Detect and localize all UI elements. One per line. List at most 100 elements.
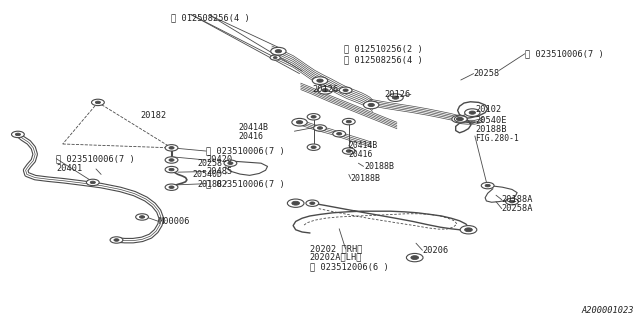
Circle shape bbox=[469, 111, 476, 114]
Circle shape bbox=[136, 214, 148, 220]
Text: M00006: M00006 bbox=[159, 217, 190, 226]
Circle shape bbox=[310, 202, 315, 204]
Circle shape bbox=[465, 228, 472, 232]
Circle shape bbox=[460, 226, 477, 234]
Circle shape bbox=[388, 94, 403, 101]
Circle shape bbox=[12, 131, 24, 138]
Circle shape bbox=[307, 144, 320, 150]
Circle shape bbox=[411, 256, 419, 260]
Circle shape bbox=[481, 182, 494, 189]
Circle shape bbox=[458, 118, 463, 120]
Circle shape bbox=[465, 109, 480, 116]
Circle shape bbox=[228, 162, 233, 164]
Text: Ⓝ 023512006(6 ): Ⓝ 023512006(6 ) bbox=[310, 262, 388, 271]
Text: 20414B: 20414B bbox=[238, 124, 268, 132]
Circle shape bbox=[114, 239, 119, 241]
Circle shape bbox=[406, 253, 423, 262]
Text: Ⓝ 023510006(7 ): Ⓝ 023510006(7 ) bbox=[206, 146, 285, 155]
Circle shape bbox=[322, 89, 328, 92]
Text: 20258: 20258 bbox=[198, 159, 223, 168]
Circle shape bbox=[314, 125, 326, 131]
Text: A200001023: A200001023 bbox=[581, 306, 634, 315]
Circle shape bbox=[346, 150, 351, 152]
Text: 20188B: 20188B bbox=[365, 162, 395, 171]
Text: 20202 〈RH〉: 20202 〈RH〉 bbox=[310, 244, 362, 253]
Text: 20188B: 20188B bbox=[475, 125, 506, 134]
Circle shape bbox=[456, 117, 463, 121]
Text: 20188: 20188 bbox=[198, 180, 223, 189]
Text: Ⓑ 012510256(2 ): Ⓑ 012510256(2 ) bbox=[344, 44, 423, 53]
Circle shape bbox=[312, 77, 328, 84]
Text: FIG.280-1: FIG.280-1 bbox=[475, 134, 519, 143]
Text: Ⓑ 012508256(4 ): Ⓑ 012508256(4 ) bbox=[170, 13, 250, 22]
Circle shape bbox=[364, 101, 379, 109]
Circle shape bbox=[165, 157, 178, 163]
Text: 20416: 20416 bbox=[349, 150, 373, 159]
Text: 20206: 20206 bbox=[422, 246, 449, 255]
Text: 20188A: 20188A bbox=[502, 195, 533, 204]
Circle shape bbox=[317, 127, 323, 129]
Text: 20102: 20102 bbox=[475, 105, 501, 114]
Text: 20202A〈LH〉: 20202A〈LH〉 bbox=[310, 253, 362, 262]
Circle shape bbox=[339, 87, 352, 93]
Circle shape bbox=[90, 181, 95, 184]
Polygon shape bbox=[485, 186, 517, 202]
Circle shape bbox=[271, 47, 286, 55]
Polygon shape bbox=[456, 102, 488, 133]
Text: 20126: 20126 bbox=[384, 90, 410, 99]
Text: 20258: 20258 bbox=[474, 69, 500, 78]
Circle shape bbox=[296, 121, 303, 124]
Circle shape bbox=[169, 186, 174, 188]
Circle shape bbox=[169, 168, 174, 171]
Circle shape bbox=[169, 147, 174, 149]
Circle shape bbox=[506, 198, 518, 205]
Circle shape bbox=[509, 200, 515, 203]
Circle shape bbox=[15, 133, 20, 136]
Text: 20126: 20126 bbox=[312, 85, 339, 94]
Circle shape bbox=[165, 166, 178, 173]
Circle shape bbox=[306, 200, 319, 206]
Text: 20182: 20182 bbox=[141, 111, 167, 120]
Polygon shape bbox=[225, 161, 268, 175]
Text: 20540D: 20540D bbox=[193, 170, 223, 179]
Circle shape bbox=[275, 50, 282, 53]
Circle shape bbox=[224, 160, 237, 166]
Polygon shape bbox=[293, 203, 468, 233]
Text: 20188B: 20188B bbox=[351, 174, 381, 183]
Circle shape bbox=[165, 184, 178, 190]
Circle shape bbox=[273, 57, 277, 59]
Text: Ⓝ 023510006(7 ): Ⓝ 023510006(7 ) bbox=[525, 49, 604, 58]
Circle shape bbox=[346, 120, 351, 123]
Circle shape bbox=[343, 89, 348, 92]
Text: Ⓑ 012508256(4 ): Ⓑ 012508256(4 ) bbox=[344, 56, 423, 65]
Circle shape bbox=[452, 115, 467, 123]
Circle shape bbox=[333, 131, 346, 137]
Circle shape bbox=[165, 145, 178, 151]
Text: 20258A: 20258A bbox=[502, 204, 533, 213]
Circle shape bbox=[485, 184, 490, 187]
Text: 20485: 20485 bbox=[206, 167, 232, 176]
Circle shape bbox=[292, 201, 300, 205]
Circle shape bbox=[292, 118, 307, 126]
Text: 20401: 20401 bbox=[56, 164, 83, 173]
Circle shape bbox=[287, 199, 304, 207]
Circle shape bbox=[392, 96, 399, 99]
Circle shape bbox=[140, 216, 145, 218]
Circle shape bbox=[92, 99, 104, 106]
Circle shape bbox=[337, 132, 342, 135]
Circle shape bbox=[307, 114, 320, 120]
Circle shape bbox=[342, 118, 355, 125]
Text: 20540E: 20540E bbox=[475, 116, 506, 125]
Circle shape bbox=[311, 116, 316, 118]
Circle shape bbox=[311, 146, 316, 148]
Text: Ⓝ 023510006(7 ): Ⓝ 023510006(7 ) bbox=[56, 154, 135, 163]
Text: 20416: 20416 bbox=[238, 132, 263, 141]
Circle shape bbox=[317, 86, 333, 94]
Circle shape bbox=[86, 179, 99, 186]
Circle shape bbox=[454, 116, 467, 122]
Circle shape bbox=[270, 55, 280, 60]
Text: Ⓝ 023510006(7 ): Ⓝ 023510006(7 ) bbox=[206, 179, 285, 188]
Circle shape bbox=[342, 148, 355, 154]
Circle shape bbox=[95, 101, 100, 104]
Text: 20420: 20420 bbox=[206, 156, 232, 164]
